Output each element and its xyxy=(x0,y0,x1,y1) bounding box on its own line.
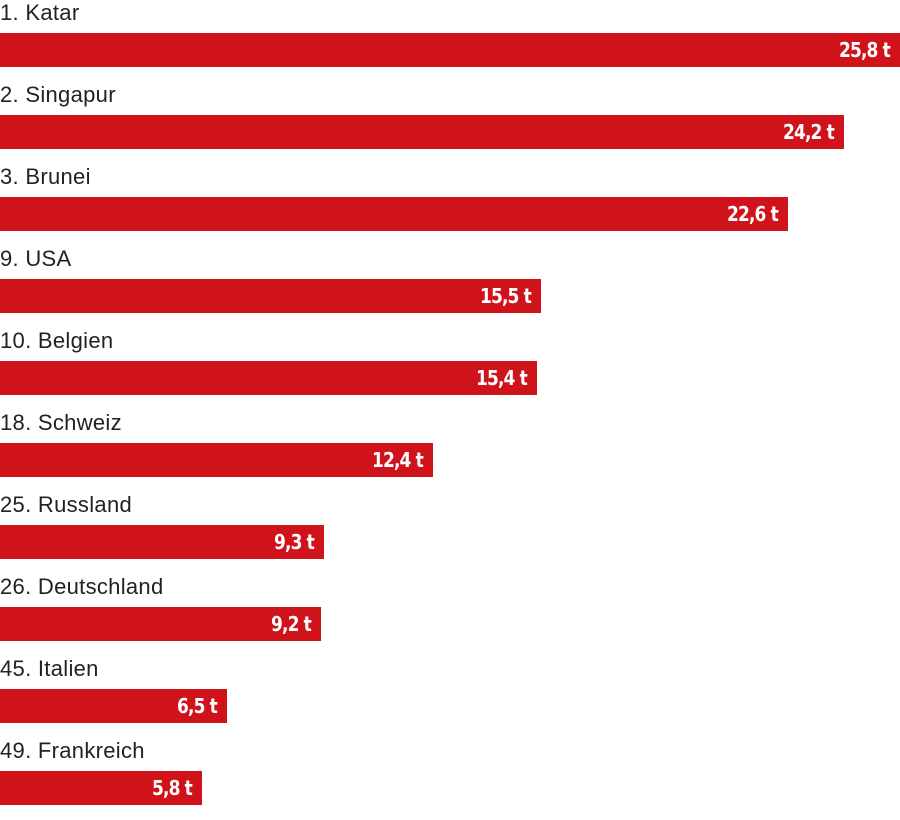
value-label: 15,5 t xyxy=(479,284,532,308)
category-label: 26. Deutschland xyxy=(0,574,164,599)
category-label: 9. USA xyxy=(0,246,72,271)
bar: 25,8 t xyxy=(0,33,900,67)
value-label: 24,2 t xyxy=(783,120,835,144)
category-label: 25. Russland xyxy=(0,492,133,517)
category-label: 45. Italien xyxy=(0,656,99,681)
bar: 24,2 t xyxy=(0,115,845,149)
value-label: 6,5 t xyxy=(176,694,218,718)
category-label: 2. Singapur xyxy=(0,82,116,107)
bar-row: 18. Schweiz 12,4 t xyxy=(0,410,900,492)
category-label: 10. Belgien xyxy=(0,328,114,353)
bar: 12,4 t xyxy=(0,443,433,477)
bar-row: 1. Katar 25,8 t xyxy=(0,0,900,82)
bar: 15,5 t xyxy=(0,279,541,313)
bar: 9,2 t xyxy=(0,607,321,641)
category-label: 3. Brunei xyxy=(0,164,91,189)
category-label: 18. Schweiz xyxy=(0,410,122,435)
bar: 15,4 t xyxy=(0,361,538,395)
bar-row: 9. USA 15,5 t xyxy=(0,246,900,328)
value-label: 5,8 t xyxy=(152,776,193,800)
value-label: 12,4 t xyxy=(371,448,424,472)
bar-row: 10. Belgien 15,4 t xyxy=(0,328,900,410)
value-label: 9,3 t xyxy=(274,530,315,554)
category-label: 1. Katar xyxy=(0,0,80,25)
bar-row: 3. Brunei 22,6 t xyxy=(0,164,900,246)
bar: 9,3 t xyxy=(0,525,325,559)
bar-row: 26. Deutschland 9,2 t xyxy=(0,574,900,656)
bar-row: 45. Italien 6,5 t xyxy=(0,656,900,738)
value-label: 25,8 t xyxy=(839,38,891,62)
bar-row: 25. Russland 9,3 t xyxy=(0,492,900,574)
bar: 22,6 t xyxy=(0,197,789,231)
value-label: 9,2 t xyxy=(271,612,312,636)
value-label: 22,6 t xyxy=(727,202,779,226)
bar: 6,5 t xyxy=(0,689,227,723)
bar: 5,8 t xyxy=(0,771,203,805)
bar-row: 49. Frankreich 5,8 t xyxy=(0,738,900,820)
bar-row: 2. Singapur 24,2 t xyxy=(0,82,900,164)
value-label: 15,4 t xyxy=(476,366,528,390)
category-label: 49. Frankreich xyxy=(0,738,145,763)
